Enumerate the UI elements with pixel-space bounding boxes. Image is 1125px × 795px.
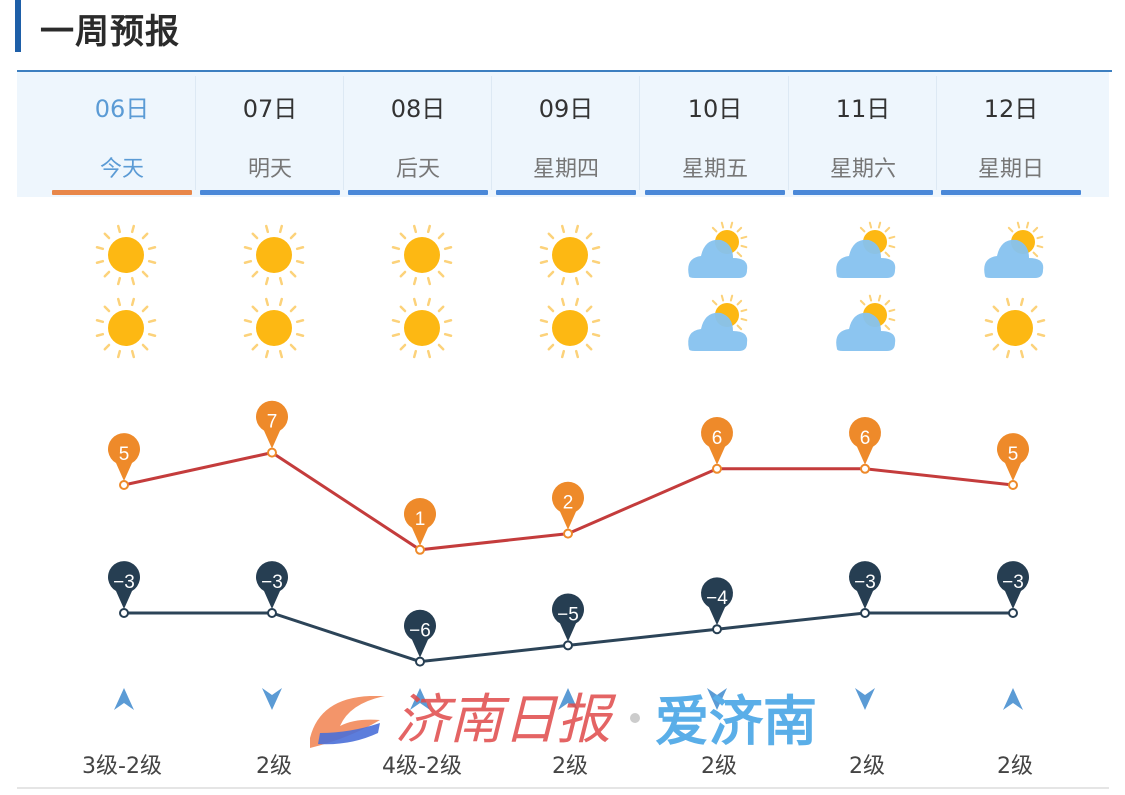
svg-text:7: 7 — [267, 412, 278, 433]
day-underline — [941, 190, 1081, 195]
partly-cloudy-icon — [827, 220, 907, 290]
day-separator — [343, 76, 344, 190]
svg-text:−6: −6 — [409, 621, 431, 642]
svg-text:6: 6 — [860, 428, 871, 449]
low-temp-marker: −3 — [848, 561, 881, 618]
day-underline — [793, 190, 933, 195]
partly-cloudy-icon — [679, 293, 759, 363]
day-underline — [496, 190, 636, 195]
day-label: 星期四 — [532, 157, 599, 182]
day-separator — [936, 76, 937, 190]
low-temp-marker: −5 — [552, 593, 584, 651]
wind-arrow-up-icon — [112, 686, 136, 712]
day-tab-4[interactable]: 10日星期五 — [641, 72, 789, 198]
page-title: 一周预报 — [40, 12, 180, 52]
day-underline — [348, 190, 488, 195]
sun-icon — [86, 293, 166, 363]
day-label: 星期日 — [977, 157, 1044, 182]
low-temp-marker: −6 — [404, 609, 437, 667]
partly-cloudy-icon — [827, 293, 907, 363]
partly-cloudy-icon — [679, 220, 759, 290]
day-date: 08日 — [390, 95, 446, 123]
svg-text:2: 2 — [563, 493, 574, 514]
sun-icon — [382, 220, 462, 290]
low-temp-marker: −3 — [256, 561, 288, 618]
top-divider — [17, 70, 1112, 72]
day-tab-0[interactable]: 06日今天 — [48, 72, 196, 198]
day-tabs-background — [17, 72, 1109, 197]
wind-arrow-down-icon — [705, 686, 729, 712]
high-temp-marker: 5 — [108, 433, 140, 490]
sun-icon — [86, 220, 166, 290]
svg-text:5: 5 — [119, 444, 130, 465]
day-underline — [645, 190, 785, 195]
svg-text:−3: −3 — [113, 572, 135, 593]
svg-text:6: 6 — [712, 428, 723, 449]
day-label: 后天 — [395, 157, 440, 182]
day-separator — [639, 76, 640, 190]
day-date: 06日 — [94, 95, 150, 123]
low-temp-marker: −3 — [997, 561, 1029, 618]
day-label: 星期五 — [681, 157, 748, 182]
sun-icon — [975, 293, 1055, 363]
heading-accent-bar — [15, 0, 21, 52]
day-label: 今天 — [99, 157, 144, 182]
svg-text:1: 1 — [415, 509, 426, 530]
day-date: 09日 — [538, 95, 594, 123]
day-tab-3[interactable]: 09日星期四 — [492, 72, 640, 198]
day-tab-2[interactable]: 08日后天 — [344, 72, 492, 198]
day-date: 11日 — [835, 95, 891, 123]
svg-text:5: 5 — [1008, 444, 1019, 465]
sun-icon — [530, 220, 610, 290]
wind-arrow-up-icon — [1001, 686, 1025, 712]
sun-icon — [234, 293, 314, 363]
svg-text:−5: −5 — [557, 604, 579, 625]
high-temp-marker: 1 — [404, 497, 437, 555]
low-temp-marker: −3 — [108, 561, 140, 618]
day-date: 12日 — [983, 95, 1039, 123]
day-separator — [491, 76, 492, 190]
partly-cloudy-icon — [975, 220, 1055, 290]
wind-arrow-down-icon — [853, 686, 877, 712]
high-temp-marker: 7 — [256, 400, 288, 458]
low-temp-marker: −4 — [701, 577, 733, 635]
high-temp-marker: 2 — [552, 481, 584, 539]
day-separator — [195, 76, 196, 190]
svg-text:−3: −3 — [1002, 572, 1024, 593]
day-tab-5[interactable]: 11日星期六 — [789, 72, 937, 198]
high-temp-marker: 6 — [849, 416, 881, 474]
svg-text:−3: −3 — [261, 572, 283, 593]
high-temp-marker: 6 — [701, 416, 733, 474]
wind-arrow-down-icon — [260, 686, 284, 712]
day-tab-6[interactable]: 12日星期日 — [937, 72, 1085, 198]
day-date: 10日 — [687, 95, 743, 123]
sun-icon — [530, 293, 610, 363]
sun-icon — [234, 220, 314, 290]
day-label: 明天 — [247, 157, 292, 182]
wind-level: 4级-2级 — [382, 754, 462, 779]
day-label: 星期六 — [829, 157, 896, 182]
wind-arrow-up-icon — [408, 686, 432, 712]
wind-level: 3级-2级 — [82, 754, 162, 779]
wind-level: 2级 — [256, 754, 292, 779]
bottom-divider — [17, 787, 1109, 789]
wind-level: 2级 — [849, 754, 885, 779]
wind-level: 2级 — [552, 754, 588, 779]
day-underline — [52, 190, 192, 195]
day-underline — [200, 190, 340, 195]
svg-text:−4: −4 — [706, 588, 728, 609]
sun-icon — [382, 293, 462, 363]
day-tab-1[interactable]: 07日明天 — [196, 72, 344, 198]
high-temp-marker: 5 — [996, 433, 1029, 490]
wind-arrow-up-icon — [556, 686, 580, 712]
wind-level: 2级 — [701, 754, 737, 779]
day-date: 07日 — [242, 95, 298, 123]
day-separator — [788, 76, 789, 190]
wind-level: 2级 — [997, 754, 1033, 779]
svg-text:−3: −3 — [854, 572, 876, 593]
